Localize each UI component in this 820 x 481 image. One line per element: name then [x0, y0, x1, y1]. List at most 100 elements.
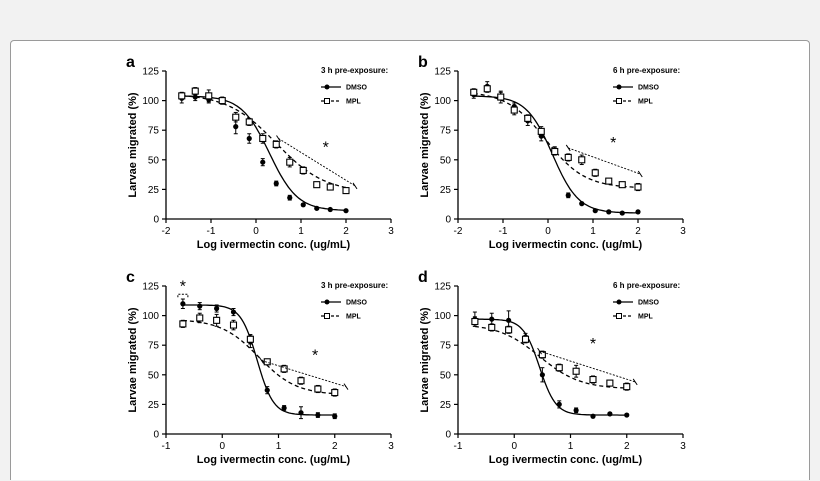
- dmso-point: [246, 135, 252, 142]
- dmso-point: [192, 94, 198, 100]
- mpl-point: [589, 375, 597, 384]
- x-tick-label: 3: [680, 226, 686, 237]
- dmso-point: [214, 305, 220, 312]
- x-tick-label: -2: [162, 226, 171, 237]
- mpl-fit-curve: [181, 94, 347, 189]
- x-tick-label: -1: [499, 226, 508, 237]
- x-axis-title: Log ivermectin conc. (ug/mL): [489, 239, 643, 251]
- legend-dmso-marker: [324, 84, 330, 90]
- dmso-point: [592, 208, 598, 214]
- mpl-point: [564, 153, 572, 161]
- significance-star: *: [323, 140, 329, 157]
- dmso-fit-curve: [181, 95, 346, 211]
- y-tick-label: 0: [153, 430, 159, 441]
- mpl-point: [245, 118, 253, 126]
- mpl-point: [299, 166, 307, 175]
- dmso-point: [556, 401, 562, 407]
- mpl-point: [510, 106, 518, 114]
- y-axis-title: Larvae migrated (%): [127, 307, 139, 412]
- mpl-point: [606, 379, 614, 387]
- significance-line: [568, 147, 641, 175]
- y-axis-title: Larvae migrated (%): [127, 92, 139, 197]
- mpl-point: [555, 364, 563, 372]
- dmso-point: [579, 201, 585, 207]
- x-tick-label: -1: [454, 441, 463, 452]
- x-axis-title: Log ivermectin conc. (ug/mL): [197, 454, 351, 466]
- mpl-point: [572, 367, 580, 375]
- mpl-point: [538, 351, 546, 359]
- dmso-point: [619, 210, 625, 216]
- y-tick-label: 75: [440, 341, 452, 352]
- x-tick-label: 1: [590, 226, 596, 237]
- x-tick-label: 0: [545, 226, 551, 237]
- y-tick-label: 50: [148, 155, 160, 166]
- significance-line-end: [276, 135, 281, 142]
- y-tick-label: 0: [445, 430, 451, 441]
- legend-mpl-label: MPL: [638, 99, 654, 106]
- x-tick-label: 1: [568, 441, 574, 452]
- panel-letter: a: [126, 54, 135, 71]
- mpl-point: [297, 377, 305, 385]
- y-tick-label: 50: [148, 370, 160, 381]
- x-axis-title: Log ivermectin conc. (ug/mL): [489, 454, 643, 466]
- mpl-point: [178, 92, 186, 100]
- x-tick-label: 2: [624, 441, 630, 452]
- dmso-point: [298, 410, 304, 416]
- y-tick-label: 125: [434, 282, 451, 293]
- mpl-point: [280, 365, 288, 373]
- dmso-point: [489, 316, 495, 322]
- mpl-fit-curve: [182, 319, 335, 395]
- dmso-point: [264, 387, 270, 393]
- dmso-point: [233, 124, 239, 130]
- dmso-point: [332, 413, 338, 419]
- legend-title: 6 h pre-exposure:: [613, 281, 680, 290]
- mpl-point: [618, 181, 626, 189]
- legend-mpl-marker: [616, 98, 622, 104]
- mpl-point: [191, 87, 199, 95]
- significance-bracket: [177, 293, 189, 298]
- mpl-point: [497, 93, 505, 101]
- x-tick-label: 0: [219, 441, 225, 452]
- y-axis-title: Larvae migrated (%): [419, 307, 431, 412]
- y-tick-label: 100: [142, 96, 159, 107]
- x-axis-title: Log ivermectin conc. (ug/mL): [197, 239, 351, 251]
- y-tick-label: 25: [440, 185, 452, 196]
- mpl-point: [634, 183, 642, 191]
- dmso-point: [506, 317, 512, 323]
- dmso-point: [590, 413, 596, 419]
- legend-title: 6 h pre-exposure:: [613, 66, 680, 75]
- x-tick-label: 2: [332, 441, 338, 452]
- mpl-point: [470, 88, 478, 96]
- mpl-point: [505, 326, 513, 334]
- legend-dmso-marker: [324, 299, 330, 305]
- mpl-point: [196, 314, 204, 322]
- significance-line-end: [352, 182, 358, 190]
- mpl-point: [524, 114, 532, 122]
- x-tick-label: 3: [680, 441, 686, 452]
- legend-dmso-marker: [616, 84, 622, 90]
- x-tick-label: 1: [298, 226, 304, 237]
- legend-mpl-label: MPL: [638, 314, 654, 321]
- mpl-point: [246, 335, 254, 343]
- panel-letter: c: [126, 269, 135, 286]
- dmso-point: [606, 209, 612, 215]
- significance-line-end: [637, 170, 643, 178]
- dmso-point: [315, 412, 321, 418]
- x-tick-label: 0: [253, 226, 259, 237]
- dmso-point: [300, 202, 306, 208]
- dmso-point: [539, 372, 545, 378]
- y-tick-label: 50: [440, 155, 452, 166]
- legend-title: 3 h pre-exposure:: [321, 281, 388, 290]
- legend-dmso-label: DMSO: [346, 300, 368, 307]
- mpl-point: [591, 169, 599, 177]
- mpl-point: [286, 158, 294, 166]
- x-tick-label: -2: [454, 226, 463, 237]
- x-tick-label: 0: [511, 441, 517, 452]
- significance-star-first-point: *: [180, 278, 186, 295]
- significance-line: [539, 350, 636, 383]
- dmso-fit-curve: [474, 318, 627, 416]
- dmso-point: [314, 205, 320, 211]
- legend-title: 3 h pre-exposure:: [321, 66, 388, 75]
